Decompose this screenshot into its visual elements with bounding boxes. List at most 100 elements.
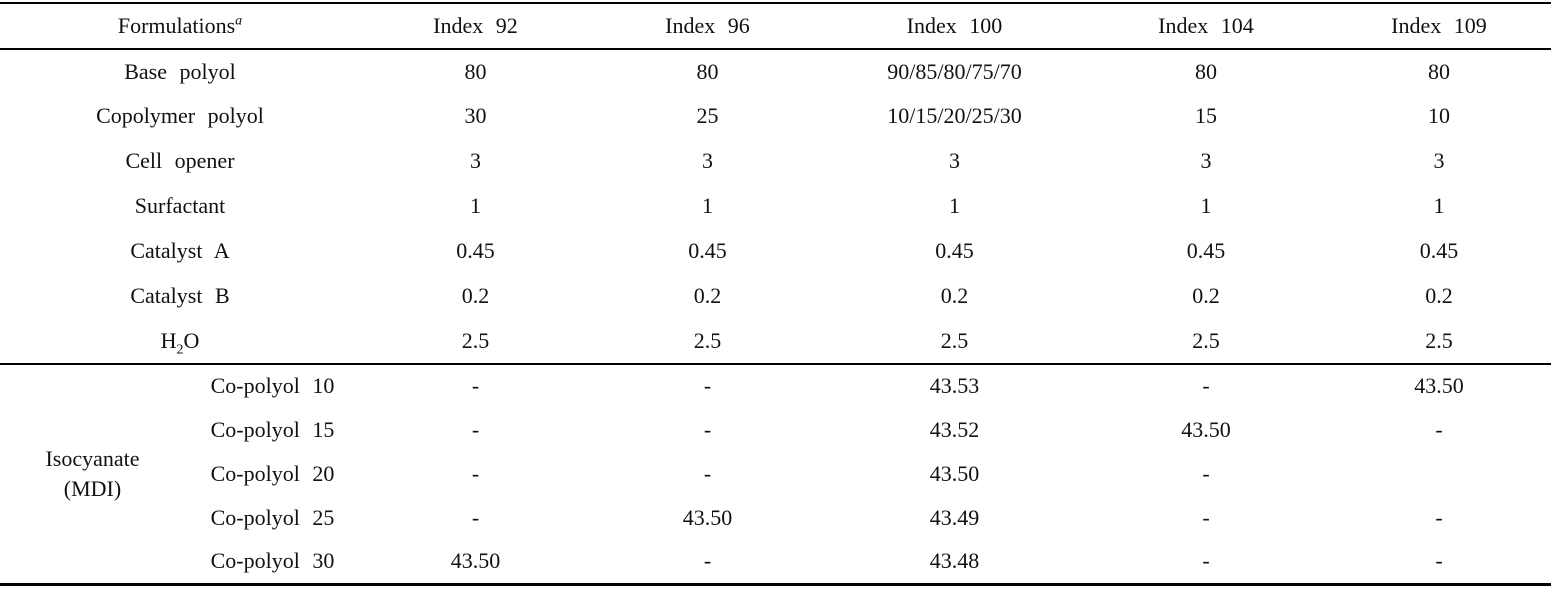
cell-value: - <box>703 460 712 486</box>
table-row-cell-opener: Cell opener 3 3 3 3 3 <box>0 139 1551 184</box>
row-label-surfactant: Surfactant <box>134 193 226 219</box>
cell-value: - <box>1202 504 1210 530</box>
cell-value: - <box>471 504 480 530</box>
cell-value: 3 <box>470 148 481 174</box>
row-group-label-isocyanate-mdi: Isocyanate (MDI) <box>0 364 185 584</box>
cell-value: 80 <box>1428 58 1450 84</box>
cell-value: 43.49 <box>929 504 980 530</box>
h2o-suffix: O <box>183 327 200 353</box>
cell-value: 0.45 <box>1419 238 1459 264</box>
cell-value: 0.45 <box>935 238 974 264</box>
cell-value: 2.5 <box>1085 319 1327 365</box>
cell-value: 3 <box>702 148 713 174</box>
cell-value <box>1327 452 1551 496</box>
cell-value: 1 <box>470 193 481 219</box>
cell-value: 10/15/20/25/30 <box>887 103 1022 129</box>
table-row-base-polyol: Base polyol 80 80 90/85/80/75/70 80 80 <box>0 49 1551 94</box>
cell-value: 3 <box>1200 148 1212 174</box>
table-row-copolyol-10: Isocyanate (MDI) Co-polyol 10 - - 43.53 … <box>0 364 1551 501</box>
cell-value: 0.2 <box>461 283 490 309</box>
cell-value: 1 <box>1200 193 1212 219</box>
column-header-index-92: Index 92 <box>360 3 591 50</box>
table-header-row: Formulationsa Index 92 Index 96 Index 10… <box>0 3 1551 50</box>
cell-value: 0.2 <box>1425 283 1453 309</box>
table-row-h2o: H2O 2.5 2.5 2.5 2.5 2.5 <box>0 319 1551 365</box>
cell-value: - <box>1202 548 1210 574</box>
row-label-copolyol-10: Co-polyol 10 <box>210 373 335 399</box>
cell-value: 0.2 <box>940 283 969 309</box>
formulations-footnote-marker: a <box>235 13 243 29</box>
column-header-index-104: Index 104 <box>1085 3 1327 50</box>
row-label-copolyol-30: Co-polyol 30 <box>210 548 335 574</box>
cell-value: - <box>471 460 480 486</box>
row-label-copolyol-25: Co-polyol 25 <box>210 504 335 530</box>
table-row-copolyol-30: Co-polyol 30 43.50 - 43.48 - - <box>0 540 1551 584</box>
column-header-index-100: Index 100 <box>824 3 1085 50</box>
table-row-surfactant: Surfactant 1 1 1 1 1 <box>0 184 1551 229</box>
cell-value: 43.50 <box>450 548 501 574</box>
cell-value: 0.2 <box>1192 283 1220 309</box>
table-row-copolymer-polyol: Copolymer polyol 30 25 10/15/20/25/30 15… <box>0 94 1551 139</box>
cell-value: 43.52 <box>929 416 980 442</box>
row-label-catalyst-b: Catalyst B <box>130 283 230 309</box>
column-header-index-109: Index 109 <box>1327 3 1551 50</box>
cell-value: 43.53 <box>929 373 980 399</box>
cell-value: 1 <box>702 193 713 219</box>
row-label-base-polyol: Base polyol <box>124 58 236 84</box>
cell-value: - <box>1202 373 1210 399</box>
table-row-copolyol-25: Co-polyol 25 - 43.50 43.49 - - <box>0 496 1551 540</box>
table-row-copolyol-20: Co-polyol 20 - - 43.50 - <box>0 452 1551 496</box>
table-row-copolyol-15: Co-polyol 15 - - 43.52 43.50 - <box>0 408 1551 452</box>
column-header-index-96: Index 96 <box>591 3 824 50</box>
cell-value: 2.5 <box>591 319 824 365</box>
cell-value: 90/85/80/75/70 <box>887 58 1022 84</box>
row-label-copolymer-polyol: Copolymer polyol <box>96 103 264 129</box>
cell-value: 10 <box>1428 103 1450 129</box>
cell-value: - <box>703 373 712 399</box>
cell-value: - <box>1202 460 1210 486</box>
cell-value: 15 <box>1195 103 1217 129</box>
row-label-cell-opener: Cell opener <box>125 148 235 174</box>
cell-value: 2.5 <box>1327 319 1551 365</box>
row-label-copolyol-20: Co-polyol 20 <box>210 460 335 486</box>
row-label-h2o: H2O <box>0 319 360 365</box>
column-header-formulations: Formulationsa <box>0 3 360 50</box>
isocyanate-label-line2: (MDI) <box>63 475 122 501</box>
cell-value: 0.2 <box>693 283 722 309</box>
cell-value: - <box>703 416 712 442</box>
cell-value: - <box>1435 548 1443 574</box>
isocyanate-label-line1: Isocyanate <box>45 446 140 472</box>
cell-value: 2.5 <box>360 319 591 365</box>
cell-value: 0.45 <box>456 238 495 264</box>
cell-value: 2.5 <box>824 319 1085 365</box>
cell-value: 43.50 <box>929 460 980 486</box>
cell-value: 43.48 <box>929 548 980 574</box>
row-label-copolyol-15: Co-polyol 15 <box>210 416 335 442</box>
cell-value: 80 <box>464 58 487 84</box>
cell-value: 43.50 <box>682 504 733 530</box>
table-row-catalyst-a: Catalyst A 0.45 0.45 0.45 0.45 0.45 <box>0 229 1551 274</box>
formulations-label: Formulations <box>117 12 236 38</box>
cell-value: - <box>703 548 712 574</box>
cell-value: 30 <box>464 103 487 129</box>
cell-value: 43.50 <box>1181 416 1231 442</box>
cell-value: 80 <box>1195 58 1217 84</box>
table-row-catalyst-b: Catalyst B 0.2 0.2 0.2 0.2 0.2 <box>0 274 1551 319</box>
cell-value: - <box>471 373 480 399</box>
cell-value: - <box>1435 416 1443 442</box>
cell-value: 1 <box>949 193 960 219</box>
cell-value: 1 <box>1433 193 1445 219</box>
cell-value: 80 <box>696 58 719 84</box>
cell-value: 0.45 <box>1186 238 1226 264</box>
h2o-prefix: H <box>160 327 177 353</box>
cell-value: - <box>471 416 480 442</box>
cell-value: 0.45 <box>688 238 727 264</box>
cell-value: 3 <box>949 148 960 174</box>
row-label-catalyst-a: Catalyst A <box>130 238 230 264</box>
cell-value: 3 <box>1433 148 1445 174</box>
cell-value: 25 <box>696 103 719 129</box>
cell-value: 43.50 <box>1414 373 1464 399</box>
cell-value: - <box>1435 504 1443 530</box>
